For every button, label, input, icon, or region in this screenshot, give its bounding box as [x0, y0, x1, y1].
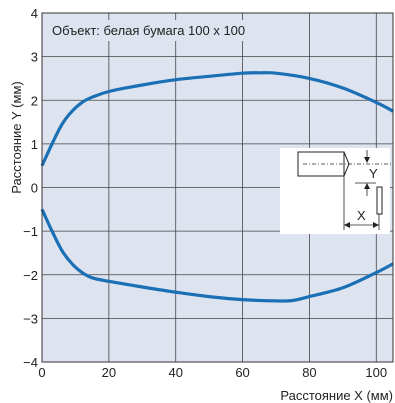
x-axis-label: Расстояние X (мм) — [280, 388, 393, 403]
y-tick-label: 2 — [31, 93, 38, 108]
x-tick-label: 0 — [38, 365, 45, 380]
x-tick-label: 20 — [102, 365, 116, 380]
annotation-label: Объект: белая бумага 100 x 100 — [52, 23, 245, 38]
y-tick-label: 4 — [31, 6, 38, 21]
annotation-background — [47, 20, 287, 41]
y-tick-label: −3 — [23, 311, 38, 326]
y-tick-label: −2 — [23, 268, 38, 283]
x-tick-label: 60 — [235, 365, 249, 380]
y-axis-label: Расстояние Y (мм) — [9, 81, 24, 193]
inset-y-label: Y — [369, 166, 378, 181]
target-object — [376, 186, 383, 215]
x-tick-label: 100 — [365, 365, 387, 380]
plot-border — [41, 12, 394, 363]
series-group — [40, 71, 394, 303]
y-axis-ticks: −4 −3 −2 −1 0 1 2 3 4 — [23, 6, 38, 370]
y-tick-label: 3 — [31, 50, 38, 65]
y-tick-label: −4 — [23, 355, 38, 370]
x-axis-ticks: 0 20 40 60 80 100 — [38, 365, 387, 380]
series-line — [40, 208, 394, 303]
inset-x-label: X — [357, 208, 366, 223]
x-tick-label: 40 — [168, 365, 182, 380]
x-tick-label: 80 — [302, 365, 316, 380]
y-tick-label: 0 — [31, 181, 38, 196]
sensor-inset-diagram: YX — [280, 148, 392, 234]
series-line — [40, 71, 394, 167]
y-tick-label: 1 — [31, 137, 38, 152]
y-tick-label: −1 — [23, 224, 38, 239]
